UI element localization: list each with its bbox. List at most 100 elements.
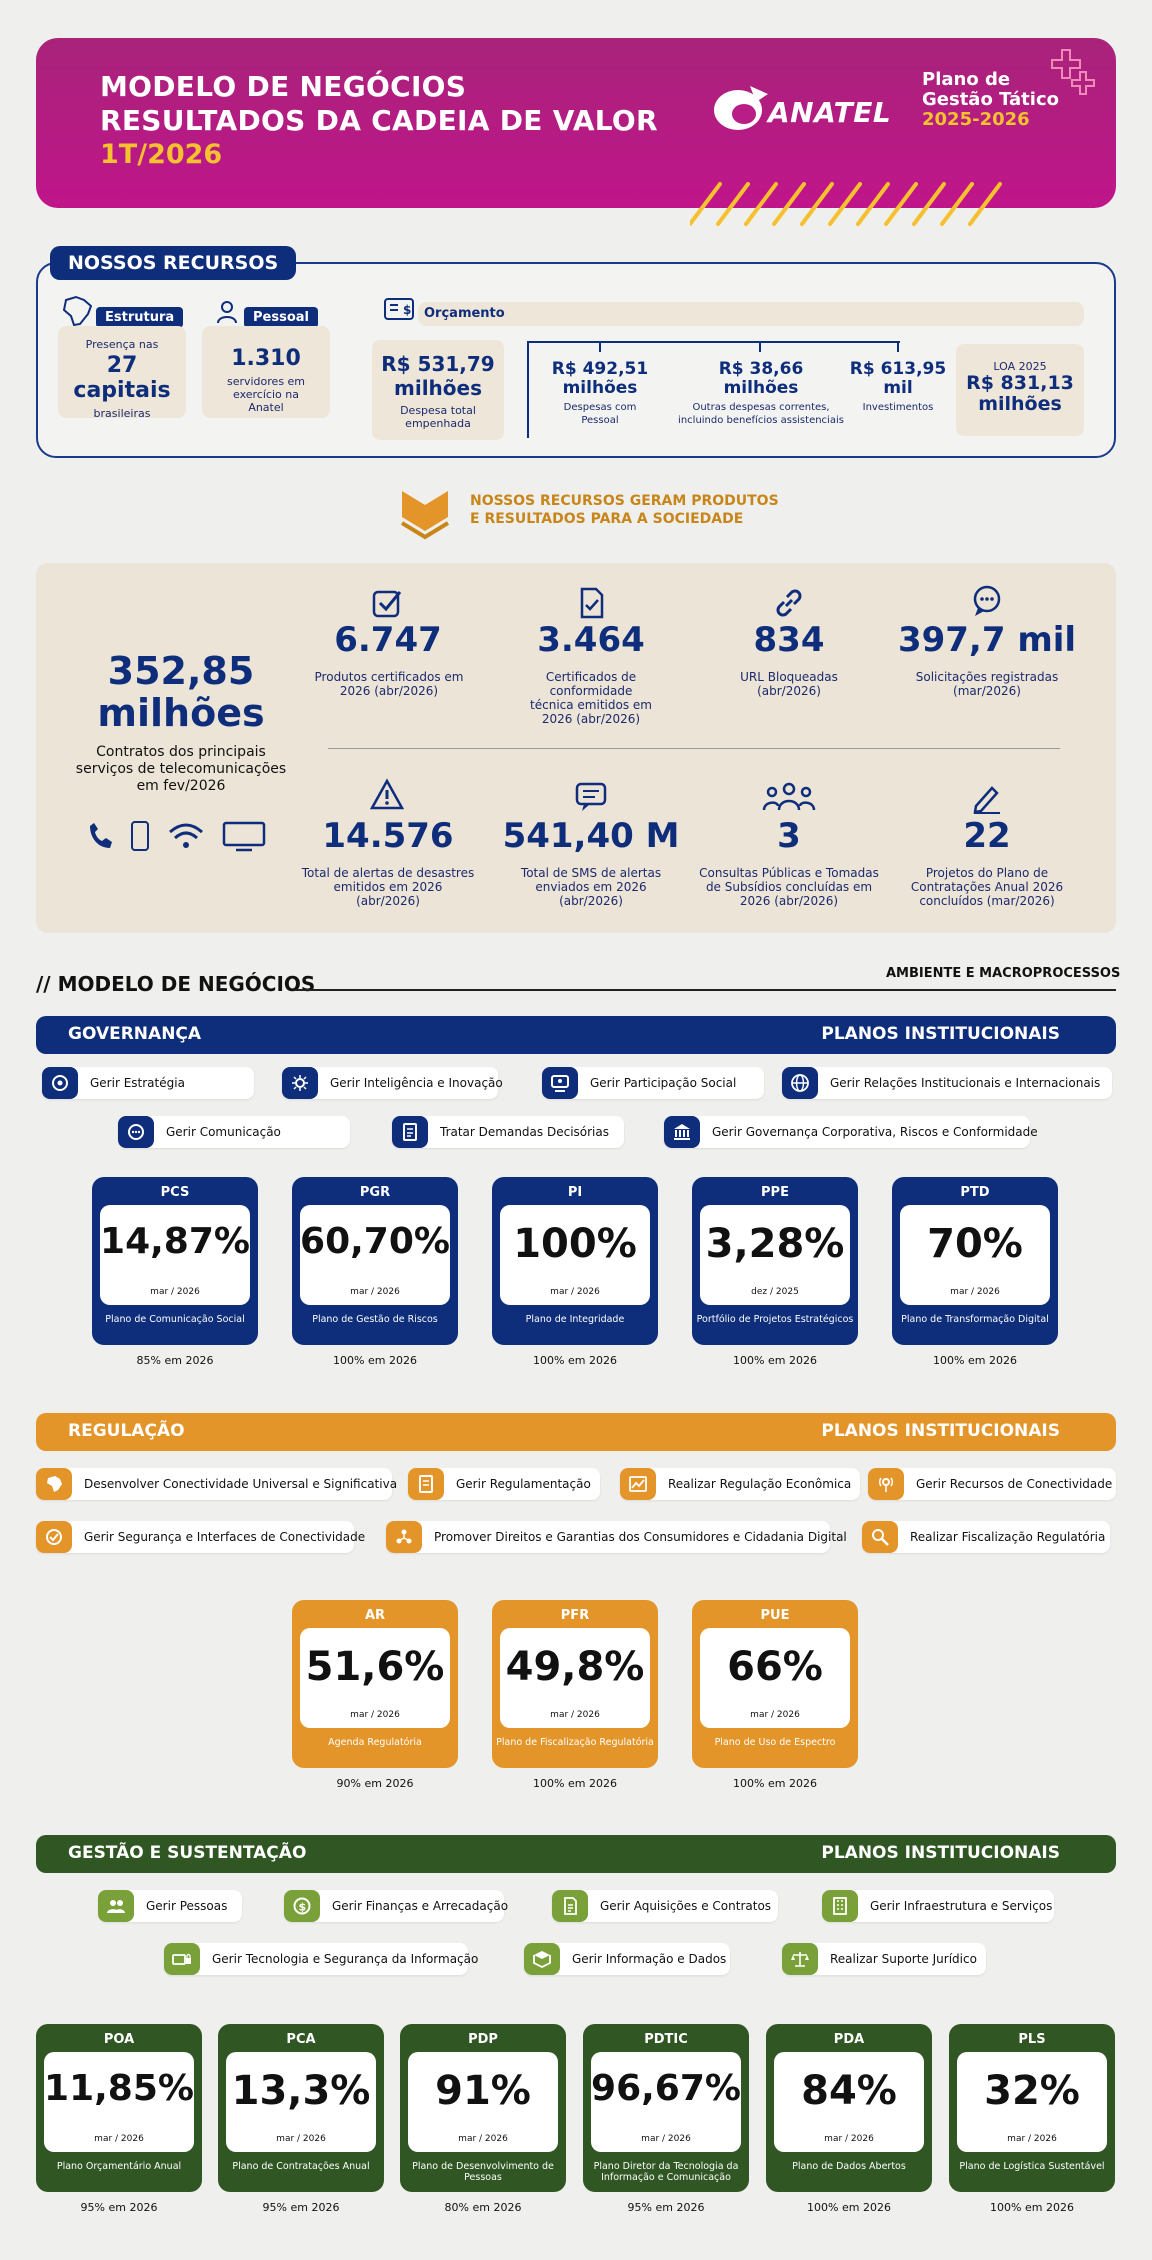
kpi-code: PDP (468, 2032, 498, 2047)
kpi-value-box: 14,87% mar / 2026 (100, 1205, 250, 1305)
kpi-card: PDTIC 96,67% mar / 2026 Plano Diretor da Te… (583, 2024, 749, 2192)
process-label: Gerir Informação e Dados (572, 1952, 727, 1966)
pessoal-bottom: servidores em exercício na Anatel (226, 375, 306, 414)
kpi-goal: 100% em 2026 (990, 2201, 1074, 2214)
kpi-card: PUE 66% mar / 2026 Plano de Uso de Espectro (692, 1600, 858, 1768)
kpi-code: PUE (760, 1608, 790, 1623)
process-pill: Gerir Segurança e Interfaces de Conectiv… (36, 1521, 365, 1553)
regulation-icon (408, 1468, 444, 1500)
process-label: Gerir Recursos de Conectividade (916, 1477, 1113, 1491)
process-label: Gerir Participação Social (590, 1076, 737, 1090)
loa-value1: R$ 831,13 (966, 372, 1074, 394)
governanca-title: GOVERNANÇA (68, 1024, 202, 1044)
kpi-value-box: 3,28% dez / 2025 (700, 1205, 850, 1305)
kpi-card: PLS 32% mar / 2026 Plano de Logística Suste… (949, 2024, 1115, 2192)
kpi-value: 70% (927, 1221, 1023, 1267)
header-banner (36, 38, 1116, 208)
process-label: Promover Direitos e Garantias dos Consum… (434, 1530, 847, 1544)
kpi-date: mar / 2026 (150, 1287, 200, 1297)
stat-value: 6.747 (334, 620, 442, 660)
kpi-value-box: 70% mar / 2026 (900, 1205, 1050, 1305)
stat-value: 3.464 (537, 620, 645, 660)
estrutura-label: Estrutura (96, 307, 184, 328)
budget-icon: $ (384, 298, 414, 320)
pencil-icon (973, 786, 1000, 814)
bridge-line2: E RESULTADOS PARA A SOCIEDADE (470, 511, 744, 527)
bridge-text: NOSSOS RECURSOS GERAM PRODUTOS E RESULTA… (470, 492, 779, 528)
kpi-value-box: 100% mar / 2026 (500, 1205, 650, 1305)
bridge-line1: NOSSOS RECURSOS GERAM PRODUTOS (470, 493, 779, 509)
kpi-value: 13,3% (231, 2068, 371, 2114)
loa-label: LOA 2025 (993, 360, 1047, 373)
kpi-card: PDP 91% mar / 2026 Plano de Desenvolvimento… (400, 2024, 566, 2192)
kpi-value: 51,6% (305, 1644, 445, 1690)
estrutura-top: Presença nas (85, 338, 159, 351)
process-label: Gerir Infraestrutura e Serviços (870, 1899, 1053, 1913)
process-label: Realizar Suporte Jurídico (830, 1952, 977, 1966)
kpi-plan-name: Plano de Uso de Espectro (714, 1737, 836, 1748)
process-label: Gerir Segurança e Interfaces de Conectiv… (84, 1530, 366, 1544)
main-contracts-value1: 352,85 (107, 649, 255, 693)
process-pill: Gerir Pessoas (98, 1890, 242, 1922)
process-label: Gerir Governança Corporativa, Riscos e C… (712, 1125, 1038, 1139)
kpi-value-box: 51,6% mar / 2026 (300, 1628, 450, 1728)
plan-line1: Plano de (922, 69, 1011, 90)
kpi-plan-name: Plano de Gestão de Riscos (312, 1314, 438, 1325)
kpi-code: PCS (160, 1185, 190, 1200)
orc-item-desc: Outras despesas correntes, incluindo ben… (678, 402, 844, 426)
gestao-title: GESTÃO E SUSTENTAÇÃO (68, 1843, 307, 1863)
kpi-card: PPE 3,28% dez / 2025 Portfólio de Projetos … (692, 1177, 858, 1345)
kpi-card: PTD 70% mar / 2026 Plano de Transformação D… (892, 1177, 1058, 1345)
stat-value: 22 (963, 816, 1011, 856)
orcamento-item-outras: R$ 38,66 milhões Outras despesas corrent… (676, 360, 846, 427)
kpi-plan-name: Plano de Dados Abertos (792, 2161, 906, 2172)
data-icon (524, 1943, 560, 1975)
kpi-value: 14,87% (100, 1221, 250, 1262)
kpi-goal: 100% em 2026 (807, 2201, 891, 2214)
anatel-logo-text: ANATEL (768, 96, 892, 129)
main-contracts-value2: milhões (97, 691, 265, 735)
kpi-card: PCA 13,3% mar / 2026 Plano de Contratações … (218, 2024, 384, 2192)
process-pill: Gerir Relações Institucionais e Internac… (782, 1067, 1112, 1099)
kpi-card: PDA 84% mar / 2026 Plano de Dados Abertos (766, 2024, 932, 2192)
consumer-rights-icon (386, 1521, 422, 1553)
kpi-goal: 90% em 2026 (336, 1777, 414, 1790)
process-label: Gerir Regulamentação (456, 1477, 591, 1491)
kpi-card: PGR 60,70% mar / 2026 Plano de Gestão de Ri… (292, 1177, 458, 1345)
kpi-value-box: 96,67% mar / 2026 (591, 2052, 741, 2152)
header-title-line1: MODELO DE NEGÓCIOS (100, 70, 467, 103)
orcamento-item-investimentos: R$ 613,95 mil Investimentos (846, 360, 950, 414)
kpi-card: POA 11,85% mar / 2026 Plano Orçamentário An… (36, 2024, 202, 2192)
kpi-plan-name: Plano de Fiscalização Regulatória (496, 1737, 654, 1748)
kpi-card: PFR 49,8% mar / 2026 Plano de Fiscalização … (492, 1600, 658, 1768)
modelo-divider (294, 989, 1116, 991)
resources-tag: NOSSOS RECURSOS (50, 246, 297, 280)
kpi-value-box: 49,8% mar / 2026 (500, 1628, 650, 1728)
process-pill: Gerir Infraestrutura e Serviços (822, 1890, 1054, 1922)
process-label: Gerir Aquisições e Contratos (600, 1899, 772, 1913)
kpi-value-box: 66% mar / 2026 (700, 1628, 850, 1728)
kpi-value: 96,67% (591, 2068, 741, 2109)
kpi-value: 11,85% (44, 2068, 194, 2109)
kpi-goal: 95% em 2026 (80, 2201, 158, 2214)
kpi-value: 32% (984, 2068, 1080, 2114)
kpi-plan-name: Plano de Logística Sustentável (959, 2161, 1105, 2172)
target-icon (42, 1067, 78, 1099)
kpi-date: mar / 2026 (950, 1287, 1000, 1297)
people-icon (762, 782, 816, 811)
checkbox-icon (372, 590, 402, 618)
kpi-code: PLS (1018, 2032, 1046, 2047)
kpi-code: PGR (359, 1185, 391, 1200)
estrutura-bottom: brasileiras (93, 407, 151, 420)
telecom-devices-icon (90, 821, 266, 852)
kpi-date: dez / 2025 (751, 1287, 799, 1297)
ambiente-label: AMBIENTE E MACROPROCESSOS (886, 966, 1121, 981)
stat-value: 834 (753, 620, 825, 660)
institution-icon (664, 1116, 700, 1148)
kpi-value: 60,70% (300, 1221, 450, 1262)
stat-desc: Produtos certificados em 2026 (abr/2026) (314, 670, 464, 698)
kpi-date: mar / 2026 (94, 2134, 144, 2144)
svg-text:$: $ (299, 1901, 307, 1914)
security-check-icon (36, 1521, 72, 1553)
legal-scale-icon (782, 1943, 818, 1975)
